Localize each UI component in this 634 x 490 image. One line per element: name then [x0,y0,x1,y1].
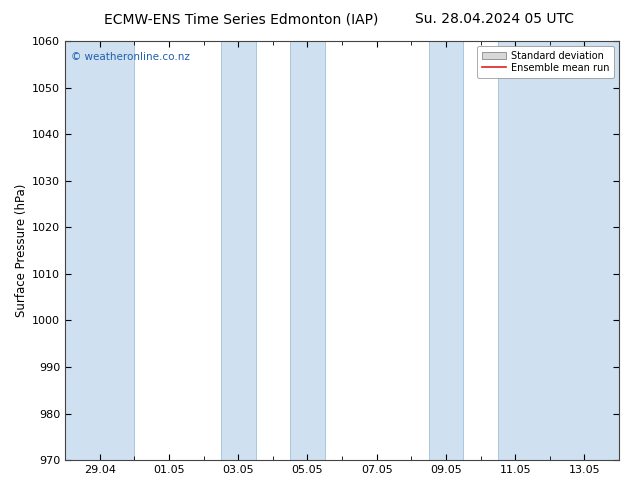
Bar [429,41,463,460]
Bar [221,41,256,460]
Text: ECMW-ENS Time Series Edmonton (IAP): ECMW-ENS Time Series Edmonton (IAP) [104,12,378,26]
Bar [498,41,619,460]
Text: © weatheronline.co.nz: © weatheronline.co.nz [71,51,190,62]
Bar [290,41,325,460]
Y-axis label: Surface Pressure (hPa): Surface Pressure (hPa) [15,184,28,318]
Legend: Standard deviation, Ensemble mean run: Standard deviation, Ensemble mean run [477,46,614,77]
Bar [65,41,134,460]
Text: Su. 28.04.2024 05 UTC: Su. 28.04.2024 05 UTC [415,12,574,26]
